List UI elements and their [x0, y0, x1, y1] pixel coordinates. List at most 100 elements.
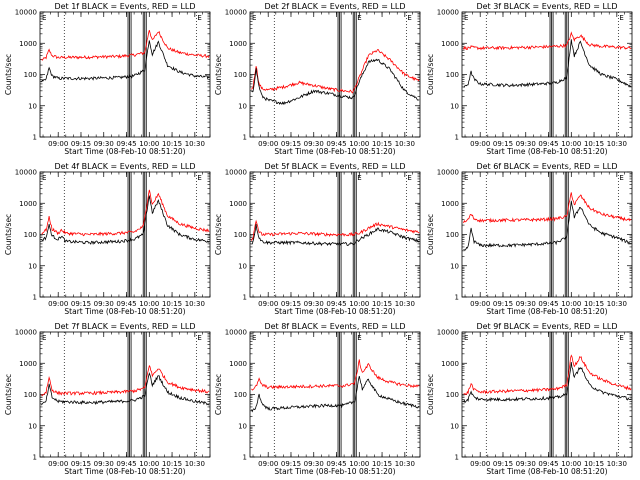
y-tick-label: 10000	[15, 169, 37, 177]
series-group	[251, 219, 420, 247]
x-tick-label: 09:45	[538, 140, 558, 148]
panel-4: Det 4f BLACK = Events, RED = LLD 1 10 100 10…	[4, 162, 211, 316]
x-axis-label: Start Time (08-Feb-10 08:51:20)	[64, 307, 185, 316]
series-group	[41, 29, 210, 83]
y-tick-label: 100	[234, 231, 247, 239]
vertical-markers	[485, 12, 619, 137]
x-tick-label: 09:30	[304, 140, 324, 148]
segment-label: E	[619, 14, 623, 22]
x-axis-label: Start Time (08-Feb-10 08:51:20)	[64, 467, 185, 476]
y-axis: 1 10 100 1000 10000	[437, 329, 632, 462]
y-tick-label: 1	[33, 454, 37, 462]
x-tick-label: 10:15	[372, 460, 392, 468]
segment-label: E	[407, 174, 411, 182]
y-tick-label: 10000	[437, 169, 459, 177]
panel-title: Det 7f BLACK = Events, RED = LLD	[54, 322, 195, 331]
series-line-lld	[463, 354, 632, 395]
panel-title: Det 5f BLACK = Events, RED = LLD	[264, 162, 405, 171]
segment-label: E	[252, 14, 256, 22]
segment-label: E	[407, 334, 411, 342]
x-tick-label: 09:00	[470, 300, 490, 308]
y-axis-label: Counts/sec	[426, 374, 435, 415]
x-tick-label: 10:00	[139, 140, 159, 148]
plot-frame	[249, 11, 421, 138]
y-tick-label: 100	[24, 391, 37, 399]
y-tick-label: 10000	[225, 9, 247, 17]
plot-frame	[39, 171, 211, 298]
y-axis-label: Counts/sec	[214, 214, 223, 255]
y-tick-label: 10	[28, 102, 37, 110]
panel-title: Det 2f BLACK = Events, RED = LLD	[264, 2, 405, 11]
y-axis: 1 10 100 1000 10000	[225, 329, 420, 462]
series-line-events	[41, 372, 210, 406]
series-group	[463, 354, 632, 404]
series-line-lld	[41, 29, 210, 61]
x-axis-label: Start Time (08-Feb-10 08:51:20)	[486, 147, 607, 156]
plot-frame	[249, 331, 421, 458]
y-tick-label: 10	[450, 422, 459, 430]
x-tick-label: 09:30	[516, 300, 536, 308]
x-tick-label: 10:00	[349, 460, 369, 468]
x-tick-label: 10:30	[395, 300, 415, 308]
x-tick-label: 09:15	[493, 460, 513, 468]
series-line-lld	[251, 359, 420, 391]
x-tick-label: 09:30	[516, 140, 536, 148]
x-tick-label: 09:45	[116, 460, 136, 468]
y-tick-label: 1	[243, 454, 247, 462]
series-line-lld	[463, 31, 632, 51]
segment-label: E	[197, 174, 201, 182]
y-tick-label: 10	[450, 102, 459, 110]
vertical-markers	[485, 332, 619, 457]
x-axis: 09:00 09:15 09:30 09:45 10:00 10:15 10:30	[252, 12, 421, 148]
x-tick-label: 10:30	[607, 300, 627, 308]
y-axis: 1 10 100 1000 10000	[225, 9, 420, 142]
x-tick-label: 09:30	[304, 300, 324, 308]
y-tick-label: 1	[455, 134, 459, 142]
x-tick-label: 09:15	[493, 140, 513, 148]
x-tick-label: 10:00	[561, 460, 581, 468]
series-group	[251, 49, 420, 106]
vertical-markers	[63, 12, 197, 137]
plot-frame	[39, 11, 211, 138]
vertical-markers	[63, 172, 197, 297]
x-tick-label: 10:00	[561, 140, 581, 148]
y-tick-label: 100	[24, 71, 37, 79]
y-tick-label: 10	[238, 102, 247, 110]
y-axis: 1 10 100 1000 10000	[15, 329, 210, 462]
x-axis: 09:00 09:15 09:30 09:45 10:00 10:15 10:30	[252, 332, 421, 468]
segment-label: E	[197, 334, 201, 342]
segment-label: E	[407, 14, 411, 22]
vertical-markers	[63, 332, 197, 457]
plot-frame	[39, 331, 211, 458]
y-tick-label: 100	[234, 391, 247, 399]
x-tick-label: 09:00	[470, 140, 490, 148]
series-line-lld	[463, 192, 632, 224]
series-group	[463, 31, 632, 88]
x-tick-label: 09:15	[281, 300, 301, 308]
series-line-events	[251, 58, 420, 106]
x-tick-label: 09:30	[516, 460, 536, 468]
panel-title: Det 9f BLACK = Events, RED = LLD	[476, 322, 617, 331]
segment-label: E	[464, 334, 468, 342]
y-axis-label: Counts/sec	[426, 214, 435, 255]
vertical-markers	[485, 172, 619, 297]
x-tick-label: 10:00	[139, 300, 159, 308]
panel-1: Det 1f BLACK = Events, RED = LLD 1 10 100 10…	[4, 2, 211, 156]
panel-title: Det 3f BLACK = Events, RED = LLD	[476, 2, 617, 11]
series-line-events	[463, 200, 632, 251]
y-tick-label: 10	[238, 422, 247, 430]
x-tick-label: 10:30	[185, 300, 205, 308]
y-axis-label: Counts/sec	[426, 54, 435, 95]
x-tick-label: 09:45	[326, 300, 346, 308]
series-line-lld	[251, 49, 420, 94]
y-tick-label: 1	[243, 134, 247, 142]
vertical-markers	[273, 12, 407, 137]
series-line-events	[463, 361, 632, 404]
series-line-lld	[251, 219, 420, 241]
series-line-events	[463, 39, 632, 88]
y-tick-label: 10000	[15, 329, 37, 337]
x-axis-label: Start Time (08-Feb-10 08:51:20)	[274, 467, 395, 476]
segment-label: E	[357, 334, 361, 342]
segment-label: E	[357, 174, 361, 182]
y-tick-label: 1000	[229, 200, 247, 208]
